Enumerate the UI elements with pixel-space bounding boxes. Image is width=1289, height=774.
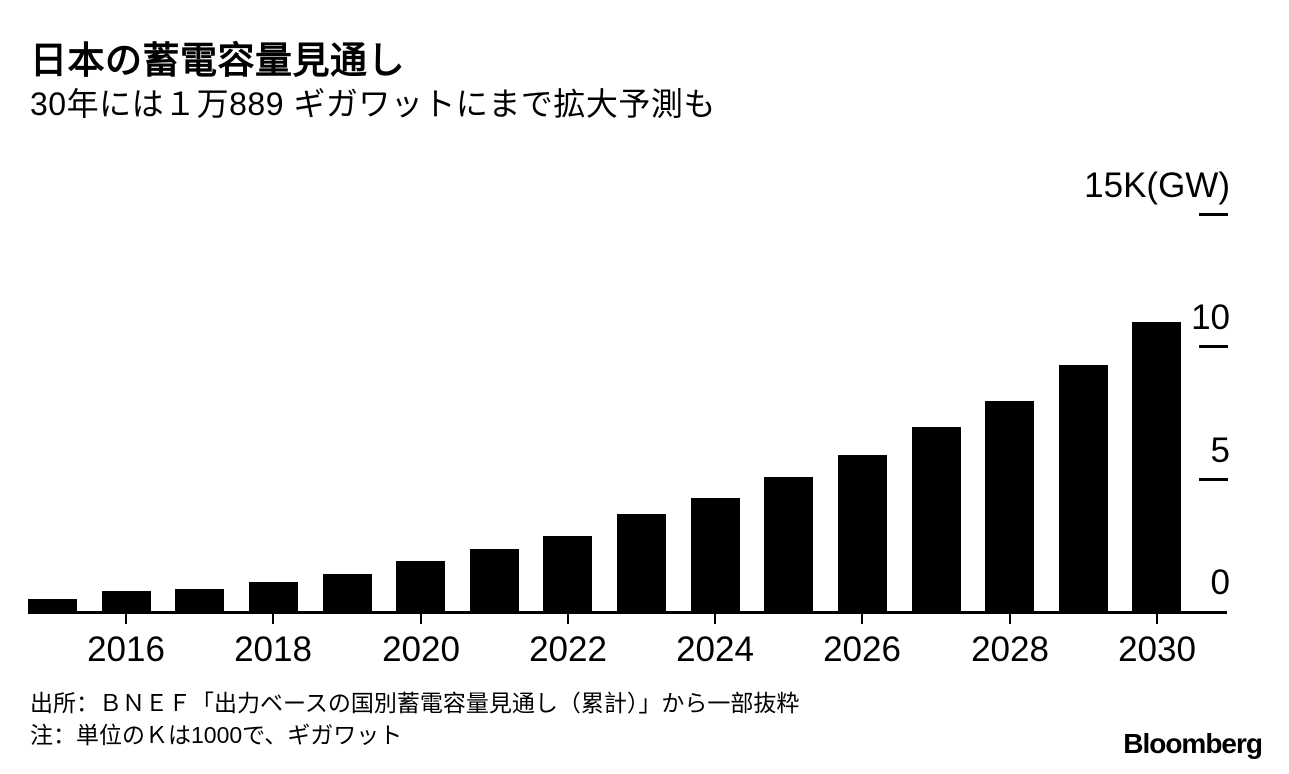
bloomberg-logo: Bloomberg (1123, 728, 1263, 759)
x-tick-2022 (567, 614, 569, 624)
bar-2024 (691, 498, 740, 611)
x-tick-2018 (272, 614, 274, 624)
bar-2025 (764, 477, 813, 611)
x-axis-label-2026: 2026 (823, 630, 901, 669)
y-axis-label-5: 5 (1210, 431, 1230, 470)
unit-note: 注：単位のＫは1000で、ギガワット (30, 722, 403, 748)
bar-2028 (985, 401, 1034, 611)
bar-2030 (1132, 322, 1181, 611)
chart-subtitle: 30年には１万889 ギガワットにまで拡大予測も (30, 86, 716, 122)
bar-2029 (1059, 365, 1108, 611)
x-tick-2026 (861, 614, 863, 624)
y-tick-10 (1199, 345, 1228, 348)
y-tick-5 (1199, 478, 1228, 481)
x-tick-2020 (420, 614, 422, 624)
x-tick-2016 (125, 614, 127, 624)
bar-2026 (838, 455, 887, 611)
bar-2017 (175, 589, 224, 611)
bar-2019 (323, 574, 372, 611)
x-tick-2030 (1156, 614, 1158, 624)
bar-2021 (470, 549, 519, 611)
x-axis-line (28, 611, 1227, 614)
bar-2022 (543, 536, 592, 611)
x-axis-label-2030: 2030 (1118, 630, 1196, 669)
x-axis-label-2018: 2018 (234, 630, 312, 669)
x-axis-label-2016: 2016 (87, 630, 165, 669)
bar-2020 (396, 561, 445, 611)
bar-2023 (617, 514, 666, 611)
x-axis-label-2020: 2020 (382, 630, 460, 669)
y-axis-label-15: 15K(GW) (1084, 166, 1230, 205)
x-tick-2028 (1009, 614, 1011, 624)
x-axis-label-2022: 2022 (529, 630, 607, 669)
x-axis-label-2028: 2028 (971, 630, 1049, 669)
bar-2027 (912, 427, 961, 611)
bar-2016 (102, 591, 151, 611)
y-axis-label-0: 0 (1210, 563, 1230, 602)
bar-2015 (28, 599, 77, 611)
y-axis-label-10: 10 (1191, 298, 1230, 337)
source-note: 出所：ＢＮＥＦ「出力ベースの国別蓄電容量見通し（累計）」から一部抜粋 (30, 690, 800, 716)
bar-2018 (249, 582, 298, 611)
x-tick-2024 (714, 614, 716, 624)
x-axis-label-2024: 2024 (676, 630, 754, 669)
chart-title: 日本の蓄電容量見通し (30, 40, 405, 81)
y-tick-15 (1199, 213, 1228, 216)
